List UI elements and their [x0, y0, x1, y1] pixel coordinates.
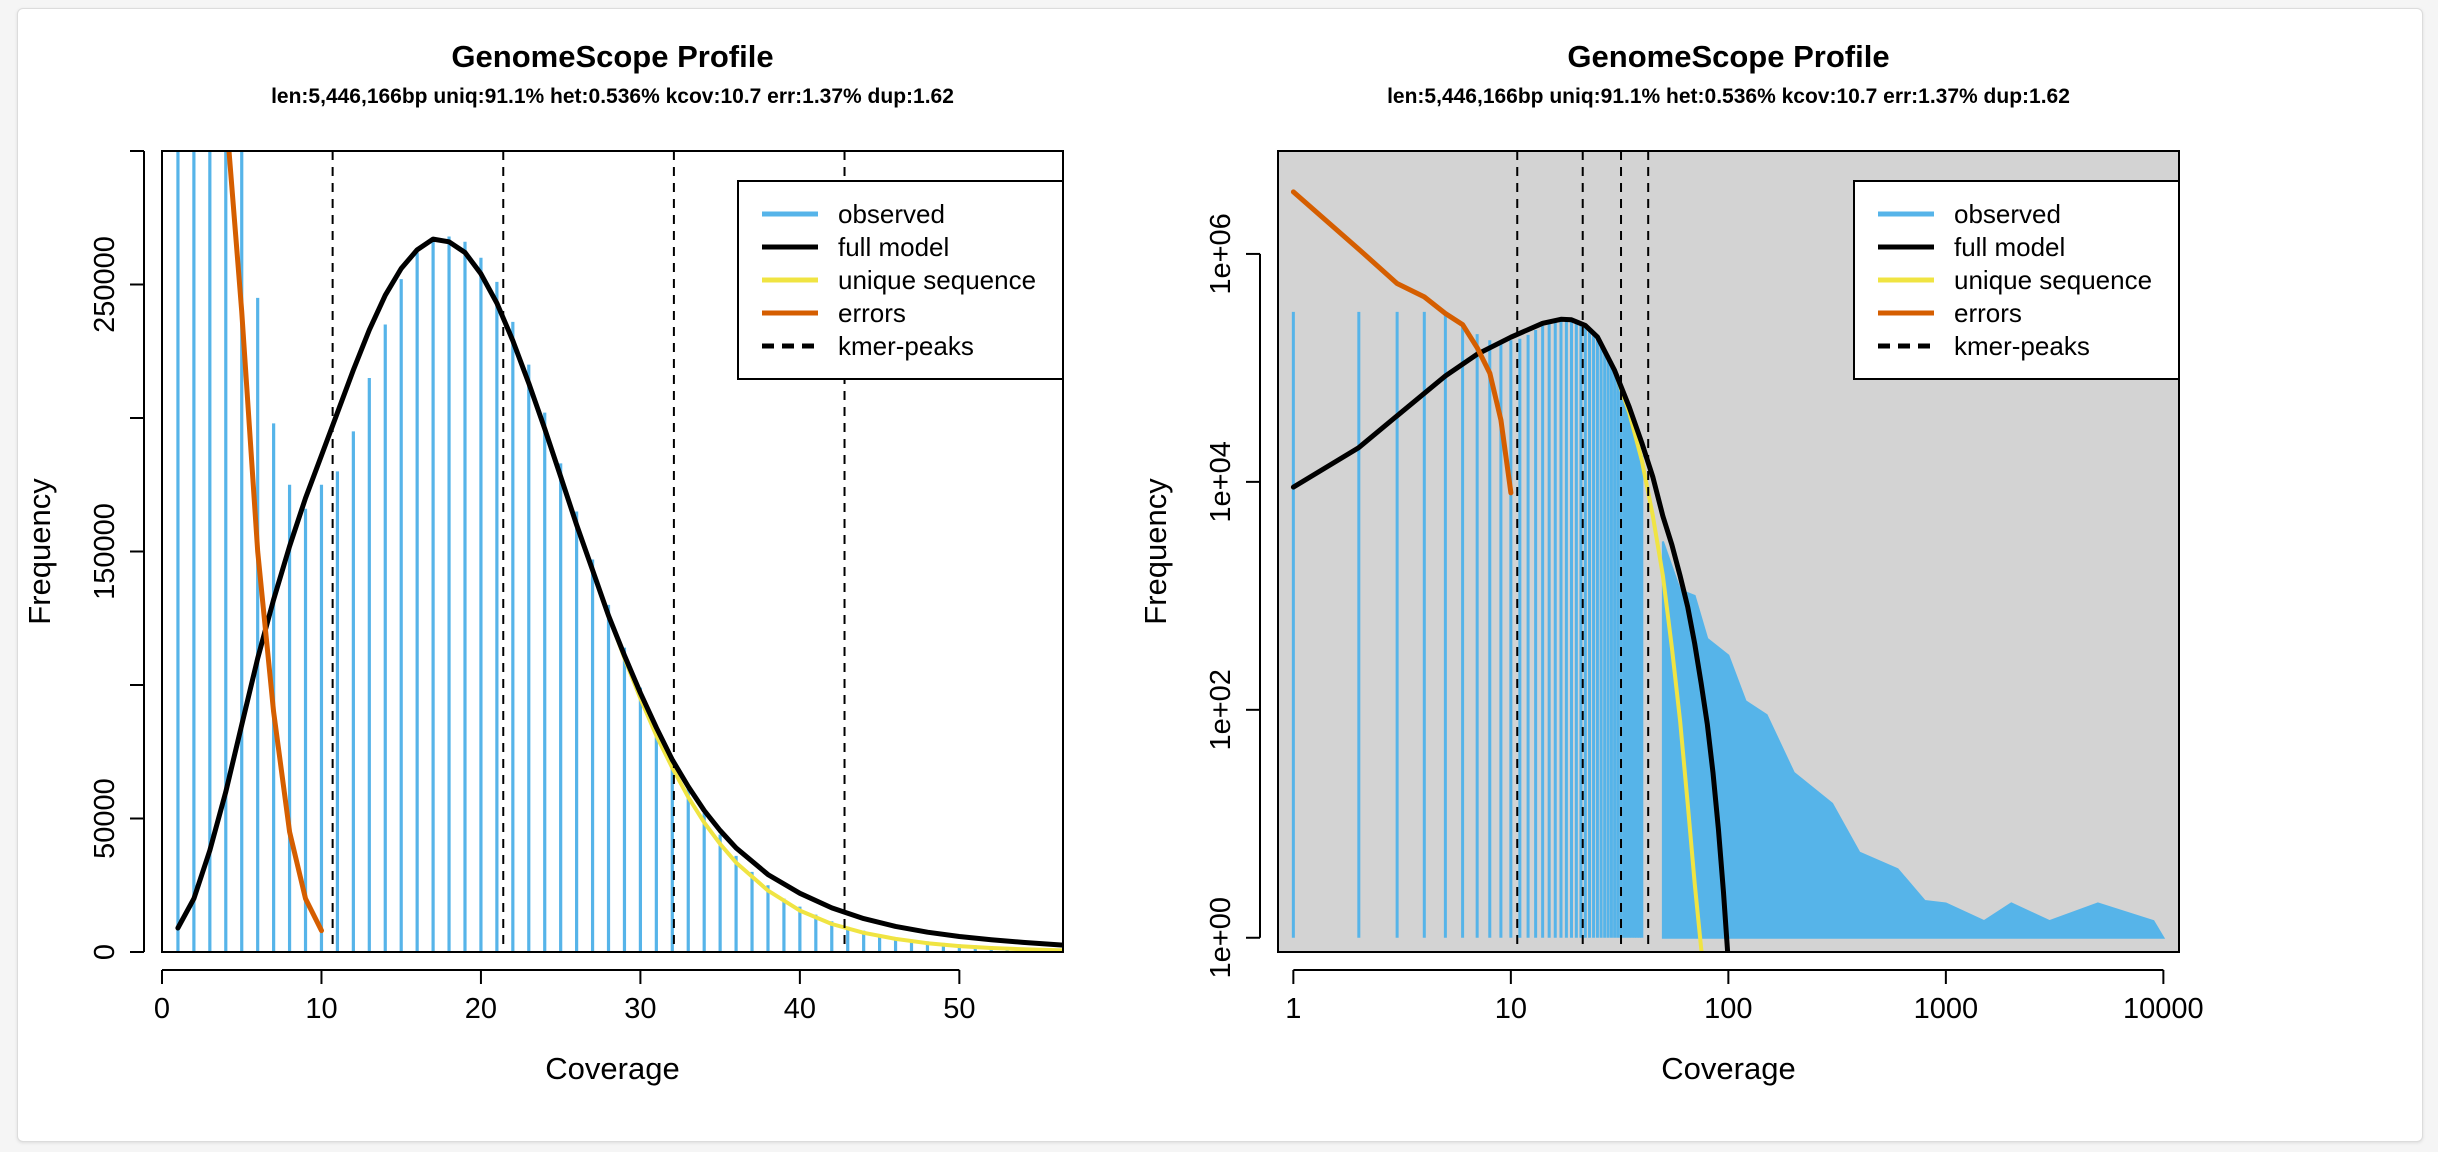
observed-series	[176, 151, 1057, 952]
full-model-line	[175, 236, 1063, 948]
x-axis-label: Coverage	[545, 1051, 679, 1086]
full-model-line	[1290, 316, 1731, 952]
x-tick-label: 40	[784, 993, 816, 1025]
x-tick-label: 1	[1285, 993, 1301, 1025]
legend-label: unique sequence	[1954, 265, 2152, 295]
y-axis: 1e+00 1e+02 1e+04 1e+06 Frequency	[1138, 213, 1261, 978]
plot-frame	[161, 150, 1064, 953]
y-axis: 0 50000 150000 250000 Frequency	[22, 150, 145, 960]
legend-label: full model	[1954, 232, 2065, 262]
legend-label: observed	[838, 199, 945, 229]
y-tick-label: 250000	[89, 236, 121, 333]
x-tick-label: 10	[305, 993, 337, 1025]
y-tick-label: 1e+02	[1205, 669, 1237, 750]
legend-label: errors	[1954, 298, 2022, 328]
observed-series	[1291, 311, 2166, 939]
x-tick-label: 30	[624, 993, 656, 1025]
y-tick-label: 50000	[89, 778, 121, 859]
plot-area	[1290, 151, 2166, 952]
chart-title: GenomeScope Profile	[1567, 39, 1889, 74]
x-tick-label: 100	[1704, 993, 1752, 1025]
observed-tail-area	[1661, 541, 2166, 939]
panel-linear: GenomeScope Profile len:5,446,166bp uniq:…	[22, 39, 1064, 1086]
legend-label: kmer-peaks	[1954, 331, 2090, 361]
errors-line	[226, 151, 324, 934]
plot-frame	[1277, 150, 2180, 953]
x-tick-label: 20	[465, 993, 497, 1025]
legend-label: kmer-peaks	[838, 331, 974, 361]
legend-label: unique sequence	[838, 265, 1036, 295]
chart-card: GenomeScope Profile len:5,446,166bp uniq:…	[17, 8, 2423, 1142]
panel-log: GenomeScope Profile len:5,446,166bp uniq:…	[1138, 39, 2204, 1086]
x-tick-label: 10000	[2123, 993, 2204, 1025]
y-tick-label: 150000	[89, 503, 121, 600]
x-tick-label: 50	[943, 993, 975, 1025]
y-tick-label: 1e+00	[1205, 897, 1237, 978]
y-tick-label: 1e+06	[1205, 213, 1237, 294]
x-tick-label: 0	[154, 993, 170, 1025]
plot-area	[175, 151, 1063, 952]
y-tick-label: 1e+04	[1205, 441, 1237, 522]
chart-subtitle: len:5,446,166bp uniq:91.1% het:0.536% kc…	[271, 85, 954, 108]
x-tick-label: 1000	[1914, 993, 1979, 1025]
x-axis-label: Coverage	[1661, 1051, 1795, 1086]
chart-subtitle: len:5,446,166bp uniq:91.1% het:0.536% kc…	[1387, 85, 2070, 108]
y-axis-label: Frequency	[22, 478, 57, 625]
genomescope-figure: GenomeScope Profile len:5,446,166bp uniq:…	[22, 39, 2204, 1086]
x-axis: 1 10 100 1000 10000 Coverage	[1285, 969, 2204, 1086]
errors-line	[1290, 189, 1514, 496]
x-tick-label: 10	[1495, 993, 1527, 1025]
legend-label: full model	[838, 232, 949, 262]
legend-label: observed	[1954, 199, 2061, 229]
legend-label: errors	[838, 298, 906, 328]
chart-title: GenomeScope Profile	[451, 39, 773, 74]
y-axis-label: Frequency	[1138, 478, 1173, 625]
x-axis: 0 10 20 30 40 50 Coverage	[154, 969, 975, 1086]
y-tick-label: 0	[89, 944, 121, 960]
